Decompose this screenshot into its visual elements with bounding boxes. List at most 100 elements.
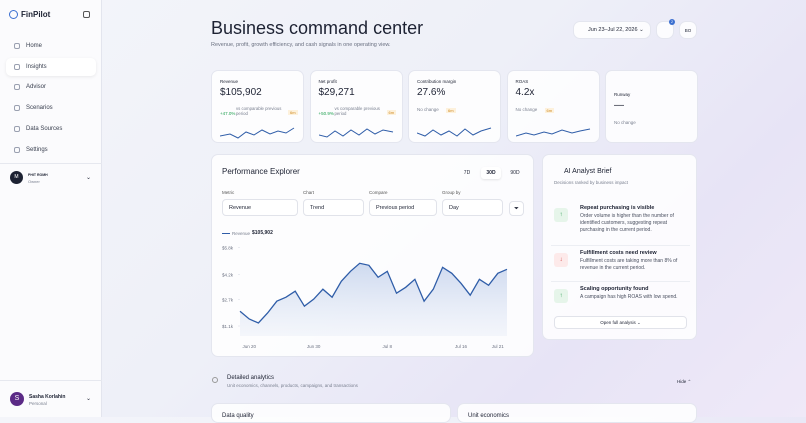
kpi-label: Runway [614, 92, 631, 97]
filter-label: Chart [303, 190, 315, 195]
y-tick-label: $5.8k [222, 246, 234, 251]
area [240, 263, 507, 336]
line [239, 262, 508, 324]
select[interactable]: Previous period [369, 199, 437, 216]
hide-toggle[interactable]: Hide ⌃ [677, 379, 692, 384]
y-tick-label: $1.1k [222, 324, 234, 329]
org-avatar: M [10, 171, 23, 184]
nav-icon [14, 146, 20, 153]
insight-text: Order volume is higher than the number o… [580, 213, 674, 233]
range-tab[interactable]: 30D [481, 167, 501, 179]
kpi-note: vs comparable previous period [236, 106, 282, 116]
kpi-card: Contribution margin 27.6% No change 6m [408, 70, 501, 143]
filter-label: Metric [222, 190, 235, 195]
sparkline [515, 128, 590, 137]
kpi-value: 4.2x [515, 87, 535, 98]
card-title: Data quality [222, 413, 254, 419]
account-button[interactable]: BO [679, 21, 697, 39]
org-menu[interactable]: ⌄ [86, 175, 92, 181]
filter-button[interactable]: ⏷ [509, 201, 524, 216]
user-menu[interactable]: ⌄ [86, 396, 92, 402]
open-analysis-button[interactable]: Open full analysis ⌄ [554, 316, 687, 329]
nav-item[interactable]: Settings [6, 141, 96, 159]
nav-item[interactable]: Data Sources [6, 120, 96, 138]
sparkline [417, 127, 492, 137]
insight-icon: ↓ [554, 253, 568, 267]
filter-label: Group by [442, 190, 461, 195]
select[interactable]: Revenue [222, 199, 298, 216]
nav-item[interactable]: Scenarios [6, 99, 96, 117]
analytics-card: Unit economics [457, 403, 697, 423]
x-tick-label: Jul 8 [383, 344, 393, 349]
kpi-label: Net profit [318, 79, 337, 84]
sparkline [318, 128, 393, 138]
x-tick-label: Jul 21 [492, 344, 505, 349]
x-tick-label: Jun 30 [307, 344, 321, 349]
brand: FinPilot [21, 10, 51, 19]
nav-icon [14, 105, 20, 112]
legend-total: $105,902 [252, 230, 273, 236]
kpi-value: 27.6% [417, 87, 446, 98]
nav-item[interactable]: Advisor [6, 78, 96, 96]
badge: 2 [669, 19, 675, 25]
page-title: Business command center [211, 18, 424, 38]
date-range: Jun 23–Jul 22, 2026 [588, 27, 638, 33]
kpi-tag: 6m [544, 108, 555, 113]
x-tick-label: Jul 16 [455, 344, 468, 349]
sidebar: FinPilot Home Insights Advisor Scenarios Dat… [0, 0, 102, 417]
kpi-value: $29,271 [318, 87, 355, 98]
insight-title: Fulfillment costs need review [580, 250, 657, 256]
card-title: Unit economics [468, 413, 510, 419]
y-tick-label: $4.2k [222, 272, 234, 277]
date-picker[interactable]: Jun 23–Jul 22, 2026 ⌄ [573, 21, 651, 39]
user-name: Sasha Korlahin [29, 394, 66, 400]
kpi-tag: 6m [386, 110, 397, 115]
kpi-label: ROAS [515, 79, 529, 84]
nav-item[interactable]: Home [6, 37, 96, 55]
brief-title: AI Analyst Brief [564, 168, 612, 175]
select[interactable]: Trend [303, 199, 364, 216]
nav-icon [14, 125, 20, 132]
page-subtitle: Revenue, profit, growth efficiency, and … [211, 42, 391, 48]
toggle-label: Hide [677, 379, 687, 384]
kpi-card: Net profit $29,271 +50.9% vs comparable pre… [309, 70, 403, 143]
select[interactable]: Day [442, 199, 503, 216]
kpi-value: $105,902 [220, 87, 262, 98]
insight[interactable]: ↑ Repeat purchasing is visible Order volum… [551, 201, 690, 242]
panel-title: Performance Explorer [222, 167, 300, 176]
collapse-button[interactable] [83, 11, 90, 18]
insight[interactable]: ↓ Fulfillment costs need review Fulfillmen… [551, 245, 690, 277]
insight-title: Repeat purchasing is visible [580, 205, 655, 211]
x-tick-label: Jun 20 [242, 344, 256, 349]
nav-item[interactable]: Insights [6, 57, 96, 76]
insight[interactable]: ↑ Scaling opportunity found A campaign has… [551, 281, 690, 309]
kpi-note: No change [614, 120, 636, 125]
insight-title: Scaling opportunity found [580, 286, 649, 292]
insight-icon: ↑ [554, 289, 568, 303]
legend-label: Revenue [232, 231, 251, 236]
y-tick-label: $2.7k [222, 297, 234, 302]
kpi-label: Revenue [220, 79, 239, 84]
kpi-change: +47.0% [220, 111, 236, 116]
kpi-card: Runway — No change [605, 70, 698, 143]
org-name: PHIT ROMH [28, 173, 48, 177]
kpi-tag: 6m [288, 110, 298, 115]
nav-icon [14, 43, 20, 49]
line-chart: $1.1k $2.7k $4.2k $5.8k Jun 20 Jun 30 Jul 8 Jul… [222, 246, 508, 349]
nav-icon [14, 63, 20, 70]
nav-icon [14, 84, 20, 91]
ai-brief: AI Analyst Brief Decisions ranked by bus… [542, 154, 697, 340]
user-role: Personal [29, 401, 47, 406]
kpi-card: Revenue $105,902 +47.0% vs comparable previ… [211, 70, 304, 143]
notifications[interactable] [656, 21, 674, 39]
analytics-card: Data quality [211, 403, 451, 423]
filter-label: Compare [369, 190, 388, 195]
range-tab[interactable]: 90D [510, 170, 520, 176]
kpi-note: vs comparable previous period [334, 106, 380, 116]
kpi-card: ROAS 4.2x No change 6m [506, 70, 600, 143]
range-tab[interactable]: 7D [463, 170, 471, 176]
sparkline [220, 127, 295, 139]
org-role[interactable]: Owner [28, 179, 40, 184]
brief-subtitle: Decisions ranked by business impact [554, 180, 629, 185]
analytics-subtitle: Unit economics, channels, products, camp… [227, 383, 358, 388]
